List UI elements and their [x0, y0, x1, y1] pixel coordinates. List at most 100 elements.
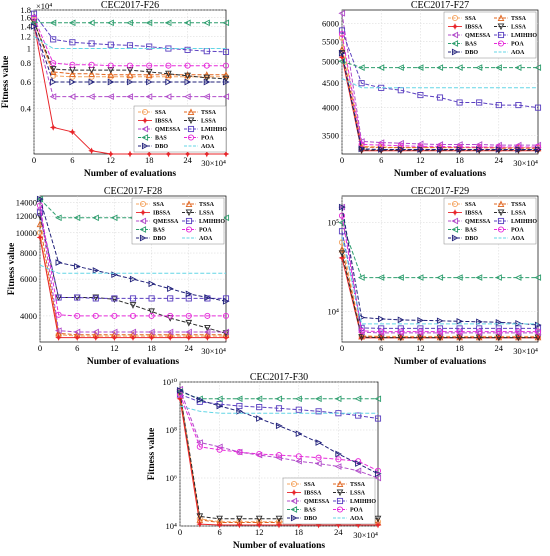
data-point-ibssa: [236, 521, 243, 529]
series-line-qmessa: [341, 13, 538, 146]
legend-marker-lmihho: [497, 31, 505, 39]
data-point-lssa: [417, 334, 424, 342]
series-line-poa: [179, 394, 379, 472]
data-point-ibssa: [92, 334, 100, 341]
data-point-ibssa: [129, 334, 137, 341]
legend-label: QMESSA: [465, 219, 491, 225]
data-point-dbo: [107, 78, 115, 86]
data-point-poa: [436, 143, 444, 150]
data-point-poa: [378, 328, 385, 335]
data-point-bas: [110, 214, 118, 222]
legend-marker-ssa: [290, 480, 298, 488]
data-point-tssa: [69, 70, 76, 77]
data-point-ibssa: [185, 334, 193, 341]
data-point-ibssa: [295, 521, 303, 529]
data-point-qmessa: [397, 139, 404, 147]
data-point-dbo: [216, 402, 224, 410]
data-point-ibssa: [36, 234, 44, 241]
data-point-bas: [73, 214, 81, 222]
data-point-ibssa: [354, 521, 362, 529]
data-point-dbo: [184, 78, 192, 86]
data-point-bas: [235, 395, 243, 403]
data-point-poa: [256, 450, 263, 458]
x-tick-label: 24: [495, 155, 504, 165]
legend-marker-tssa: [497, 200, 505, 208]
data-point-qmessa: [377, 139, 385, 146]
series-line-tssa: [341, 249, 538, 338]
x-tick-label: 18: [295, 527, 304, 537]
data-point-bas: [49, 19, 57, 27]
legend-label: SSA: [155, 110, 167, 116]
data-point-ibssa: [107, 150, 115, 158]
legend-marker-qmessa: [451, 31, 459, 39]
legend-marker-ssa: [451, 14, 459, 22]
y-tick-label: 10⁶: [166, 473, 178, 483]
y-tick-label: 3500: [322, 130, 339, 140]
y-tick-label: 5000: [322, 56, 339, 66]
y-tick-label: 5500: [322, 36, 339, 46]
legend-label: IBSSA: [465, 25, 483, 31]
data-point-poa: [534, 328, 542, 335]
data-point-dbo: [495, 146, 503, 153]
series-line-aoa: [341, 236, 538, 325]
legend-label: IBSSA: [155, 119, 173, 125]
data-point-qmessa: [183, 93, 191, 100]
legend-label: BAS: [304, 508, 316, 514]
y-tick-label: 4000: [20, 311, 37, 321]
series-line-lssa: [341, 253, 538, 339]
data-point-dbo: [126, 78, 134, 86]
legend-marker-tssa: [336, 480, 344, 488]
data-point-dbo: [338, 203, 346, 211]
legend-marker-dbo: [290, 514, 298, 522]
x-tick-label: 0: [340, 155, 344, 165]
legend-marker-bas: [451, 40, 459, 47]
data-point-lmihho: [456, 325, 463, 332]
data-point-dbo: [55, 259, 63, 266]
data-point-dbo: [88, 78, 96, 86]
legend: SSA TSSA IBSSA LSSA QMESSA LMIHHO BAS POA DBO AOA: [443, 197, 537, 245]
data-point-lmihho: [456, 99, 463, 106]
data-point-poa: [216, 446, 223, 453]
data-point-bas: [397, 64, 404, 71]
data-point-lmihho: [74, 294, 81, 301]
data-point-lssa: [338, 50, 346, 57]
legend-label: LSSA: [350, 491, 366, 497]
data-point-bas: [514, 64, 522, 71]
legend-marker-tssa: [185, 200, 193, 208]
data-point-lmihho: [355, 412, 362, 419]
data-point-lssa: [358, 334, 365, 341]
x-tick-label: 12: [416, 155, 425, 165]
x-tick-label: 12: [110, 343, 119, 353]
data-point-bas: [222, 19, 230, 27]
data-point-poa: [167, 312, 174, 319]
data-point-bas: [495, 274, 502, 281]
data-point-ibssa: [73, 334, 81, 341]
data-point-dbo: [534, 146, 542, 153]
y-tick-label: 10¹⁰: [163, 377, 178, 387]
data-point-tssa: [338, 245, 346, 253]
y-tick-label: 8000: [20, 248, 37, 258]
x-tick-label: 6: [75, 343, 79, 353]
legend-marker-bas: [451, 226, 459, 233]
legend-marker-bas: [141, 134, 149, 141]
series-line-ssa: [341, 242, 538, 337]
legend-marker-tssa: [187, 108, 195, 116]
legend-marker-ssa: [141, 108, 149, 116]
data-point-poa: [55, 311, 62, 318]
data-point-bas: [475, 274, 483, 281]
legend-marker-ibssa: [451, 209, 459, 216]
data-point-lssa: [515, 334, 522, 342]
data-point-poa: [88, 61, 95, 68]
data-point-poa: [129, 312, 137, 319]
series-line-lmihho: [341, 30, 539, 109]
legend-marker-lssa: [185, 209, 193, 217]
data-point-dbo: [335, 450, 343, 458]
data-point-dbo: [436, 146, 444, 153]
x-axis-label: Number of evaluations: [233, 541, 325, 551]
data-point-lmihho: [397, 325, 404, 332]
data-point-ibssa: [69, 128, 76, 136]
y-axis-label: Fitness value: [147, 428, 157, 481]
series-line-tssa: [39, 224, 226, 336]
data-point-qmessa: [314, 460, 322, 467]
data-point-lmihho: [50, 36, 57, 43]
